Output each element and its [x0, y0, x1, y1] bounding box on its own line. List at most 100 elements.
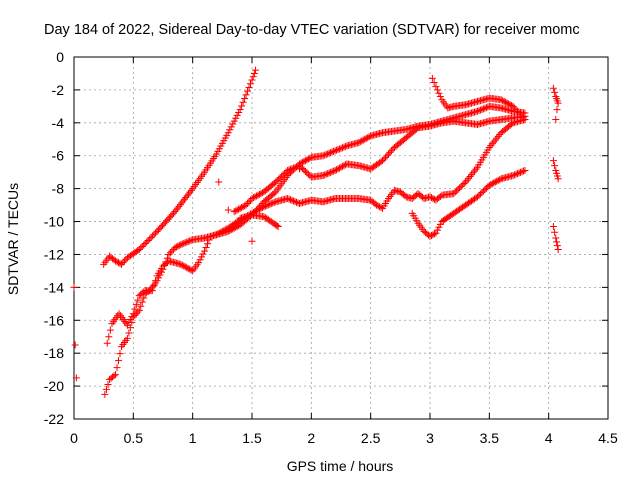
data-point-track-c: [148, 287, 156, 295]
data-point-track-b: [140, 294, 148, 302]
data-point-track-d: [334, 165, 342, 173]
data-point-track-d: [380, 155, 388, 163]
data-point-track-f: [494, 176, 502, 184]
data-point-track-b: [131, 311, 139, 319]
data-point-track-d: [236, 204, 244, 212]
data-point-track-c: [258, 199, 266, 207]
data-point-track-b: [269, 199, 277, 207]
data-point-track-f: [516, 168, 524, 176]
data-point-track-d: [328, 168, 336, 176]
data-point-track-b: [168, 247, 176, 255]
data-point-track-a: [187, 186, 195, 194]
data-point-track-a: [143, 238, 151, 246]
data-point-track-c: [177, 260, 185, 268]
data-point-track-b: [104, 380, 112, 388]
data-point-track-f: [514, 170, 522, 178]
x-tick-label: 1: [189, 430, 197, 446]
data-point-track-f: [518, 168, 526, 176]
data-point-track-a: [179, 197, 187, 205]
data-point-track-d: [340, 162, 348, 170]
data-point-track-c: [475, 107, 483, 115]
data-point-track-a: [119, 259, 127, 267]
data-point-track-g: [518, 112, 526, 120]
data-point-track-b: [267, 200, 275, 208]
data-point-isolated: [224, 206, 232, 214]
data-point-track-f: [515, 169, 523, 177]
data-point-track-f: [481, 186, 489, 194]
data-point-track-d: [330, 167, 338, 175]
data-point-track-b: [287, 196, 295, 204]
data-point-track-c: [187, 266, 195, 274]
data-point-track-d: [254, 191, 262, 199]
data-point-track-f: [475, 191, 483, 199]
data-point-track-c: [131, 305, 139, 313]
data-point-track-g: [503, 99, 511, 107]
data-point-track-g: [436, 92, 444, 100]
data-point-isolated: [295, 165, 303, 173]
data-point-track-c: [337, 144, 345, 152]
data-point-track-d: [287, 165, 295, 173]
data-point-track-h: [554, 99, 562, 107]
data-point-isolated: [215, 178, 223, 186]
data-point-track-c: [230, 224, 238, 232]
data-point-track-b: [427, 194, 435, 202]
data-point-track-d: [233, 206, 241, 214]
data-point-track-c: [199, 250, 207, 258]
data-point-track-a: [238, 102, 246, 110]
data-point-track-c: [359, 136, 367, 144]
data-point-track-d: [288, 165, 296, 173]
data-point-track-b: [175, 241, 183, 249]
data-point-track-c: [178, 261, 186, 269]
data-point-track-c: [229, 225, 237, 233]
data-point-track-c: [478, 105, 486, 113]
data-point-track-d: [387, 147, 395, 155]
data-point-track-f: [485, 181, 493, 189]
data-point-track-f: [478, 189, 486, 197]
data-point-track-a: [186, 188, 194, 196]
data-point-track-b: [426, 193, 434, 201]
data-point-track-b: [436, 192, 444, 200]
data-point-track-a: [183, 192, 191, 200]
data-point-track-c: [103, 339, 111, 347]
data-point-track-c: [482, 104, 490, 112]
data-point-track-c: [298, 158, 306, 166]
data-point-track-h: [551, 88, 559, 96]
data-point-track-d: [319, 171, 327, 179]
y-axis-label: SDTVAR / TECUs: [5, 183, 21, 295]
data-point-track-a: [241, 95, 249, 103]
data-point-track-a: [247, 80, 255, 88]
data-point-track-a: [138, 243, 146, 251]
data-point-track-d: [244, 199, 252, 207]
data-point-track-b: [181, 239, 189, 247]
data-point-track-d: [255, 190, 263, 198]
data-point-track-d: [304, 170, 312, 178]
x-tick-label: 2.5: [361, 430, 381, 446]
data-point-track-f: [436, 220, 444, 228]
data-point-track-i: [551, 162, 559, 170]
data-point-track-b: [288, 196, 296, 204]
data-point-track-d: [230, 208, 238, 216]
data-point-track-a: [233, 111, 241, 119]
data-point-track-b: [171, 244, 179, 252]
data-point-track-c: [321, 151, 329, 159]
data-point-track-a: [244, 87, 252, 95]
data-point-track-c: [134, 296, 142, 304]
data-point-track-c: [361, 135, 369, 143]
y-tick-label: -16: [44, 312, 64, 328]
data-point-track-b: [456, 184, 464, 192]
data-point-track-d: [413, 125, 421, 133]
data-point-track-g: [514, 107, 522, 115]
data-point-isolated: [72, 374, 80, 382]
data-point-track-b: [183, 238, 191, 246]
x-tick-label: 0.5: [124, 430, 144, 446]
data-point-track-b: [459, 181, 467, 189]
data-point-track-c: [270, 189, 278, 197]
data-point-track-c: [106, 326, 114, 334]
data-point-track-b: [374, 202, 382, 210]
y-tick-label: -18: [44, 345, 64, 361]
data-point-track-g: [512, 106, 520, 114]
data-point-track-b: [174, 242, 182, 250]
y-tick-label: -2: [52, 82, 65, 98]
data-point-track-a: [152, 229, 160, 237]
data-point-track-f: [487, 181, 495, 189]
